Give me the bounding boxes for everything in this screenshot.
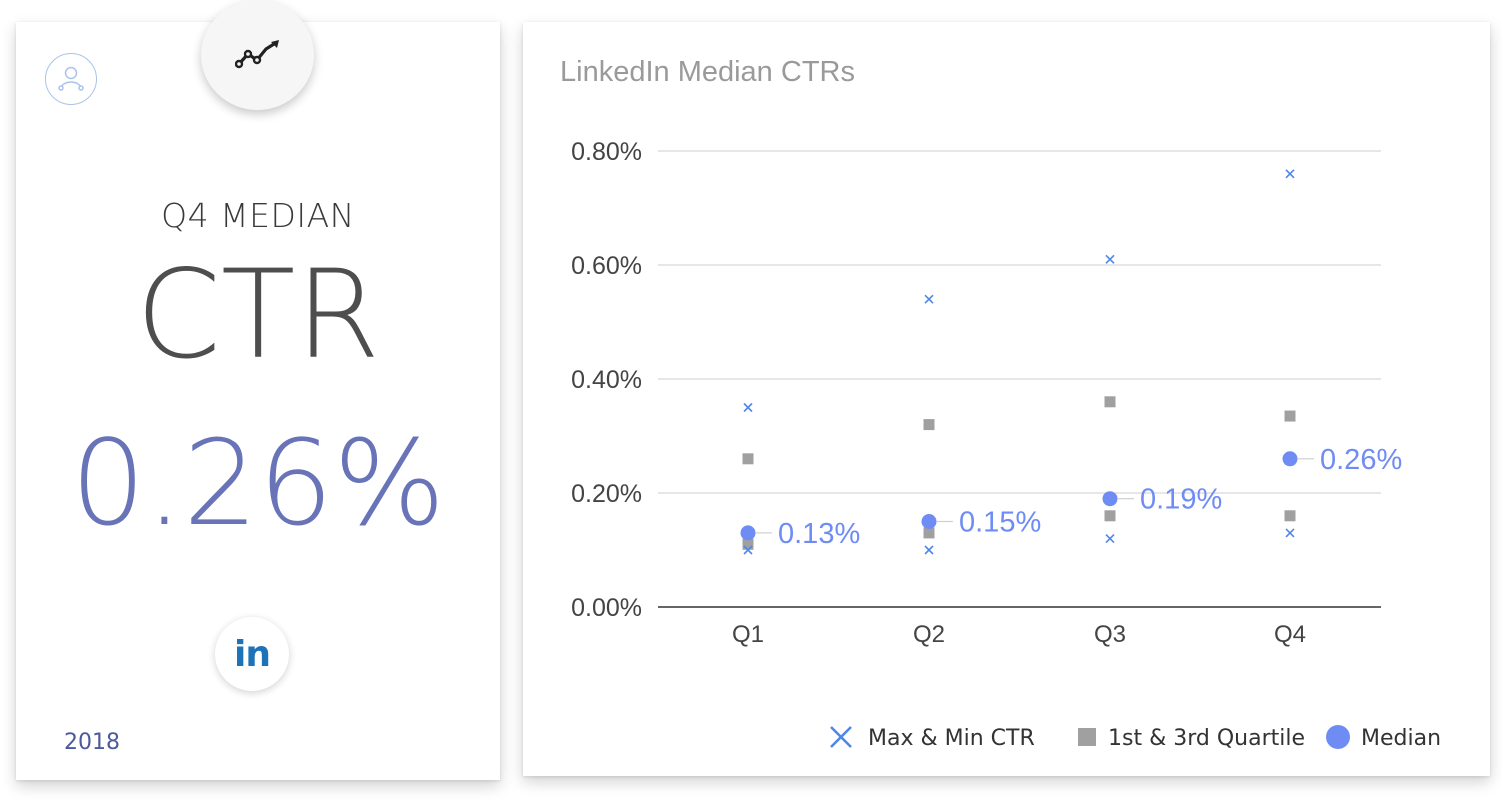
quartile-marker (1104, 396, 1116, 408)
min-ctr-marker (1285, 528, 1295, 538)
x-tick-label: Q3 (1094, 621, 1126, 648)
y-tick-label: 0.40% (571, 366, 642, 394)
max-ctr-marker (924, 294, 934, 304)
quartile-marker (1104, 510, 1116, 522)
linkedin-badge: in (215, 617, 289, 691)
median-marker (921, 514, 937, 529)
chart-card (523, 22, 1490, 776)
y-tick-label: 0.00% (571, 594, 642, 622)
median-data-label: 0.19% (1140, 484, 1222, 516)
legend-median-icon (1326, 725, 1350, 749)
median-data-label: 0.26% (1320, 444, 1402, 476)
quartile-marker (742, 538, 754, 550)
max-ctr-marker (1285, 169, 1295, 179)
metric-value: 0.26% (70, 414, 446, 552)
trend-up-icon (234, 40, 279, 69)
median-data-label: 0.13% (778, 518, 860, 550)
y-tick-label: 0.60% (571, 252, 642, 280)
metric-title: CTR (135, 244, 381, 386)
legend-maxmin-label: Max & Min CTR (868, 726, 1035, 751)
x-tick-label: Q1 (732, 621, 764, 648)
quartile-marker (1284, 510, 1296, 522)
median-marker (1282, 451, 1298, 467)
quartile-marker (923, 419, 935, 431)
linkedin-icon: in (234, 633, 271, 675)
x-tick-label: Q4 (1274, 621, 1306, 648)
ctr-chart: LinkedIn Median CTRs 0.00% 0.20% 0.40% 0.60%… (560, 56, 1441, 751)
legend-maxmin-icon (830, 726, 852, 748)
trend-badge (201, 0, 314, 110)
max-ctr-marker (743, 402, 753, 413)
min-ctr-marker (924, 545, 934, 555)
max-ctr-marker (1105, 254, 1115, 264)
quartile-marker (742, 453, 754, 465)
quartile-marker (1284, 410, 1296, 422)
user-network-icon (58, 66, 84, 91)
legend-quartile-icon (1078, 728, 1096, 746)
quartile-marker (923, 527, 935, 539)
legend-quartile-label: 1st & 3rd Quartile (1108, 726, 1305, 751)
summary-subtitle: Q4 MEDIAN (161, 196, 355, 235)
y-tick-label: 0.20% (571, 480, 642, 508)
min-ctr-marker (743, 545, 753, 555)
legend-median-label: Median (1361, 726, 1441, 751)
x-tick-label: Q2 (913, 621, 945, 648)
median-marker (740, 525, 756, 541)
min-ctr-marker (1105, 534, 1115, 544)
chart-title: LinkedIn Median CTRs (560, 56, 855, 88)
year-label: 2018 (64, 730, 120, 755)
user-badge (45, 53, 97, 105)
median-data-label: 0.15% (959, 507, 1041, 539)
median-marker (1102, 491, 1118, 507)
y-tick-label: 0.80% (571, 138, 642, 166)
